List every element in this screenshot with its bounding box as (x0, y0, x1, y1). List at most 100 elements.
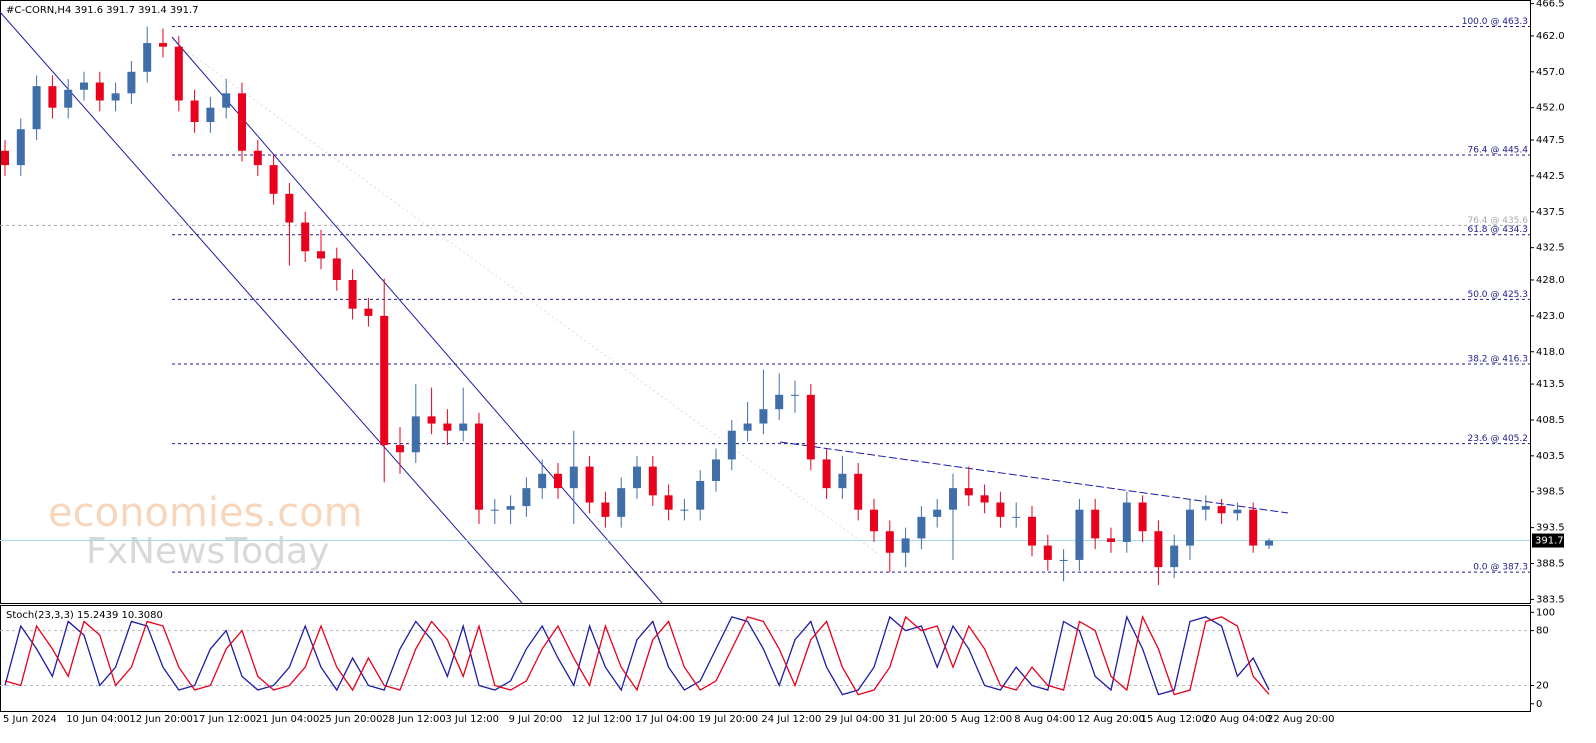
candle-body (332, 258, 341, 280)
candle-body (585, 466, 594, 503)
trend-line (779, 441, 1289, 514)
y-tick-label: 80 (1536, 626, 1549, 637)
candle-body (822, 459, 831, 489)
x-tick-label: 15 Aug 12:00 (1141, 714, 1208, 725)
y-tick-label: 383.5 (1536, 594, 1565, 605)
y-tick-label: 20 (1536, 680, 1549, 691)
candle-body (127, 71, 136, 94)
candle-body (253, 150, 262, 166)
watermark: economies.com (48, 490, 363, 536)
candle-body (949, 488, 957, 510)
candle-body (870, 509, 878, 532)
candle-body (285, 193, 294, 223)
candle-body (664, 495, 673, 510)
x-tick-label: 5 Aug 12:00 (951, 714, 1012, 725)
fib-label: 0.0 @ 387.3 (1473, 563, 1528, 573)
candle-body (633, 466, 641, 489)
fib-label: 76.4 @ 445.4 (1467, 146, 1528, 156)
candle-body (1122, 502, 1131, 542)
candle-body (554, 473, 562, 489)
candle-body (206, 107, 215, 123)
x-tick-label: 31 Jul 20:00 (888, 714, 948, 725)
y-tick-label: 403.5 (1536, 451, 1565, 462)
x-tick-label: 12 Jun 20:00 (129, 714, 193, 725)
candle-body (806, 394, 815, 460)
candle-body (696, 480, 705, 510)
candle-body (317, 251, 325, 259)
x-tick-label: 21 Jun 04:00 (256, 714, 320, 725)
fib-label: 61.8 @ 434.3 (1467, 225, 1528, 235)
candle-body (1, 150, 9, 166)
chart-title: #C-CORN,H4 391.6 391.7 391.4 391.7 (6, 5, 199, 16)
candle-body (617, 488, 626, 517)
candle-body (364, 308, 373, 316)
x-tick-label: 29 Jul 04:00 (825, 714, 885, 725)
x-tick-label: 19 Jul 20:00 (698, 714, 758, 725)
candle-body (980, 495, 989, 503)
candle-body (190, 100, 199, 123)
y-tick-label: 0 (1536, 699, 1542, 710)
candle-body (490, 509, 499, 511)
candle-body (111, 93, 120, 101)
candle-body (743, 423, 752, 431)
candle-body (680, 509, 689, 511)
x-tick-label: 10 Jun 04:00 (66, 714, 130, 725)
candle-body (601, 502, 610, 517)
candle-body (1265, 540, 1273, 546)
candle-body (1138, 502, 1147, 532)
fib-label: 76.4 @ 435.6 (1467, 216, 1528, 226)
candle-body (775, 394, 784, 410)
candle-body (80, 82, 88, 90)
candle-body (459, 423, 468, 431)
candle-body (648, 466, 657, 496)
candle-body (1059, 559, 1068, 561)
fib-label: 50.0 @ 425.3 (1467, 290, 1528, 300)
candle-body (854, 473, 863, 510)
candle-body (1028, 516, 1036, 546)
y-tick-label: 466.5 (1536, 0, 1565, 10)
candle-body (1233, 509, 1242, 514)
candle-body (159, 43, 167, 47)
current-price-box (1532, 533, 1564, 548)
candle-body (222, 93, 231, 108)
candle-body (569, 466, 578, 489)
y-tick-label: 457.0 (1536, 67, 1565, 78)
candle-body (538, 473, 547, 489)
y-tick-label: 393.5 (1536, 523, 1565, 534)
x-tick-label: 25 Jun 20:00 (319, 714, 383, 725)
stoch-line (4, 614, 1270, 696)
x-tick-label: 5 Jun 2024 (3, 714, 57, 725)
candle-body (522, 488, 531, 507)
x-tick-label: 17 Jul 04:00 (635, 714, 695, 725)
candle-body (1043, 545, 1052, 560)
candle-body (1012, 516, 1021, 518)
candle-body (427, 416, 436, 424)
candle-body (506, 506, 515, 510)
y-tick-label: 452.0 (1536, 103, 1565, 114)
candle-body (996, 502, 1005, 517)
y-tick-label: 408.5 (1536, 415, 1565, 426)
price-panel (0, 0, 1531, 604)
y-tick-label: 398.5 (1536, 487, 1565, 498)
y-tick-label: 388.5 (1536, 559, 1565, 570)
candle-body (1186, 509, 1194, 546)
x-tick-label: 24 Jul 12:00 (761, 714, 821, 725)
candle-body (396, 445, 404, 453)
guide-line (171, 39, 881, 556)
candle-body (727, 430, 736, 460)
candle-body (1217, 506, 1226, 514)
candle-body (301, 222, 310, 252)
y-tick-label: 437.5 (1536, 207, 1565, 218)
fib-label: 23.6 @ 405.2 (1467, 434, 1528, 444)
stoch-title: Stoch(23,3,3) 15.2439 10.3080 (6, 610, 163, 621)
candle-body (174, 46, 183, 101)
channel-line (0, 11, 523, 604)
candle-body (885, 531, 894, 553)
fib-label: 100.0 @ 463.3 (1462, 17, 1528, 27)
x-tick-label: 9 Jul 20:00 (509, 714, 563, 725)
candle-body (64, 89, 73, 108)
candle-body (443, 423, 452, 431)
candle-body (143, 43, 152, 72)
x-tick-label: 22 Aug 20:00 (1267, 714, 1334, 725)
candle-body (917, 516, 926, 539)
